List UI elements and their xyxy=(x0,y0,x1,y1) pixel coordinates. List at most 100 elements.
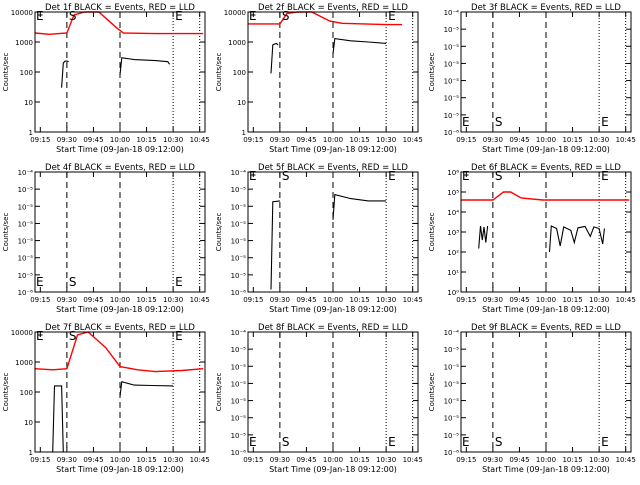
plot-frame xyxy=(247,11,419,133)
x-tick-label: 10:30 xyxy=(163,296,183,304)
event-rate-line xyxy=(332,37,387,54)
y-tick-label: 10⁻⁵ xyxy=(18,186,34,194)
y-tick-label: 10⁻⁴ xyxy=(231,329,247,337)
x-axis-label: Start Time (09-Jan-18 09:12:00) xyxy=(482,305,610,314)
y-tick-label: 10⁻⁵ xyxy=(231,238,247,246)
y-tick-label: 10 xyxy=(24,99,33,107)
marker-s: S xyxy=(69,9,77,23)
y-axis-label: Counts/sec xyxy=(215,213,223,252)
y-tick-label: 10⁻⁵ xyxy=(231,186,247,194)
y-tick-label: 10⁻⁵ xyxy=(444,60,460,68)
x-tick-label: 10:45 xyxy=(616,136,636,144)
x-tick-label: 10:00 xyxy=(110,456,130,464)
marker-e: E xyxy=(249,9,257,23)
x-tick-label: 10:15 xyxy=(136,456,156,464)
x-tick-label: 10:30 xyxy=(589,136,609,144)
x-tick-label: 10:45 xyxy=(616,296,636,304)
x-tick-label: 10:15 xyxy=(349,296,369,304)
lld-rate-line xyxy=(248,11,403,26)
x-tick-label: 09:30 xyxy=(57,456,77,464)
x-tick-label: 09:30 xyxy=(483,456,503,464)
x-tick-label: 10:15 xyxy=(136,296,156,304)
detector-panel: Det 6f BLACK = Events, RED = LLD 10⁰ 10¹ 10… xyxy=(428,163,636,314)
x-tick-label: 10:15 xyxy=(562,456,582,464)
marker-e: E xyxy=(462,435,470,449)
plot-frame xyxy=(460,331,632,453)
event-rate-line xyxy=(61,60,69,88)
x-tick-label: 10:15 xyxy=(349,136,369,144)
x-tick-label: 10:15 xyxy=(136,136,156,144)
x-tick-label: 10:30 xyxy=(589,296,609,304)
lld-rate-line xyxy=(461,191,630,201)
x-tick-label: 09:45 xyxy=(296,136,316,144)
x-axis-label: Start Time (09-Jan-18 09:12:00) xyxy=(269,465,397,474)
x-tick-label: 10:45 xyxy=(190,456,210,464)
y-tick-label: 10⁻⁴ xyxy=(18,169,34,177)
marker-e: E xyxy=(462,115,470,129)
x-tick-label: 09:45 xyxy=(509,136,529,144)
y-tick-label: 10⁻⁵ xyxy=(231,398,247,406)
x-tick-label: 09:45 xyxy=(83,456,103,464)
marker-s: S xyxy=(495,115,503,129)
panel-title: Det 1f BLACK = Events, RED = LLD xyxy=(45,3,195,13)
y-tick-label: 10⁻⁵ xyxy=(18,272,34,280)
plot-frame xyxy=(247,171,419,293)
y-tick-label: 10⁻⁵ xyxy=(231,255,247,263)
event-rate-line xyxy=(52,385,64,453)
panel-title: Det 4f BLACK = Events, RED = LLD xyxy=(45,163,195,173)
x-tick-label: 09:30 xyxy=(270,456,290,464)
y-tick-label: 1000 xyxy=(228,39,246,47)
event-rate-line xyxy=(478,225,489,249)
y-tick-label: 10⁻⁵ xyxy=(18,220,34,228)
x-axis-label: Start Time (09-Jan-18 09:12:00) xyxy=(482,145,610,154)
y-tick-label: 10⁴ xyxy=(447,209,459,217)
x-tick-label: 09:15 xyxy=(243,456,263,464)
marker-s: S xyxy=(282,435,290,449)
x-axis-label: Start Time (09-Jan-18 09:12:00) xyxy=(56,145,184,154)
detector-panel: Det 3f BLACK = Events, RED = LLD 10⁻⁶ 10⁻⁵… xyxy=(428,3,636,154)
x-tick-label: 09:15 xyxy=(30,296,50,304)
x-tick-label: 09:45 xyxy=(509,456,529,464)
x-tick-label: 10:45 xyxy=(403,136,423,144)
y-tick-label: 10⁻⁵ xyxy=(231,432,247,440)
panel-title: Det 7f BLACK = Events, RED = LLD xyxy=(45,323,195,333)
y-tick-label: 10⁻⁵ xyxy=(231,363,247,371)
marker-e: E xyxy=(175,275,183,289)
panel-title: Det 2f BLACK = Events, RED = LLD xyxy=(258,3,408,13)
x-tick-label: 09:45 xyxy=(83,136,103,144)
y-tick-label: 10⁻⁶ xyxy=(231,289,247,297)
detector-panel: Det 1f BLACK = Events, RED = LLD 1 10 100 10… xyxy=(2,3,210,154)
x-tick-label: 09:15 xyxy=(243,296,263,304)
y-axis-label: Counts/sec xyxy=(215,373,223,412)
x-tick-label: 10:45 xyxy=(190,296,210,304)
plot-frame xyxy=(34,171,206,293)
plot-frame xyxy=(460,171,632,293)
x-tick-label: 10:00 xyxy=(323,456,343,464)
y-tick-label: 10⁻⁵ xyxy=(444,26,460,34)
y-tick-label: 10⁻⁵ xyxy=(18,203,34,211)
y-tick-label: 10⁵ xyxy=(447,189,459,197)
x-tick-label: 09:45 xyxy=(509,296,529,304)
panel-title: Det 5f BLACK = Events, RED = LLD xyxy=(258,163,408,173)
panel-title: Det 8f BLACK = Events, RED = LLD xyxy=(258,323,408,333)
marker-e: E xyxy=(249,435,257,449)
y-tick-label: 10⁻⁵ xyxy=(231,220,247,228)
y-tick-label: 10⁻⁵ xyxy=(18,238,34,246)
x-tick-label: 09:30 xyxy=(57,136,77,144)
x-axis-label: Start Time (09-Jan-18 09:12:00) xyxy=(482,465,610,474)
x-tick-label: 09:30 xyxy=(57,296,77,304)
y-tick-label: 10⁻⁵ xyxy=(444,432,460,440)
plot-frame xyxy=(34,11,206,133)
x-tick-label: 10:00 xyxy=(110,136,130,144)
y-tick-label: 10000 xyxy=(224,9,246,17)
marker-e: E xyxy=(249,169,257,183)
plot-frame xyxy=(34,331,206,453)
plot-frame xyxy=(247,331,419,453)
y-tick-label: 10¹ xyxy=(447,269,459,277)
y-tick-label: 1 xyxy=(29,449,33,457)
marker-e: E xyxy=(388,169,396,183)
x-tick-label: 09:45 xyxy=(83,296,103,304)
x-tick-label: 09:30 xyxy=(483,296,503,304)
y-tick-label: 10⁻⁵ xyxy=(231,272,247,280)
